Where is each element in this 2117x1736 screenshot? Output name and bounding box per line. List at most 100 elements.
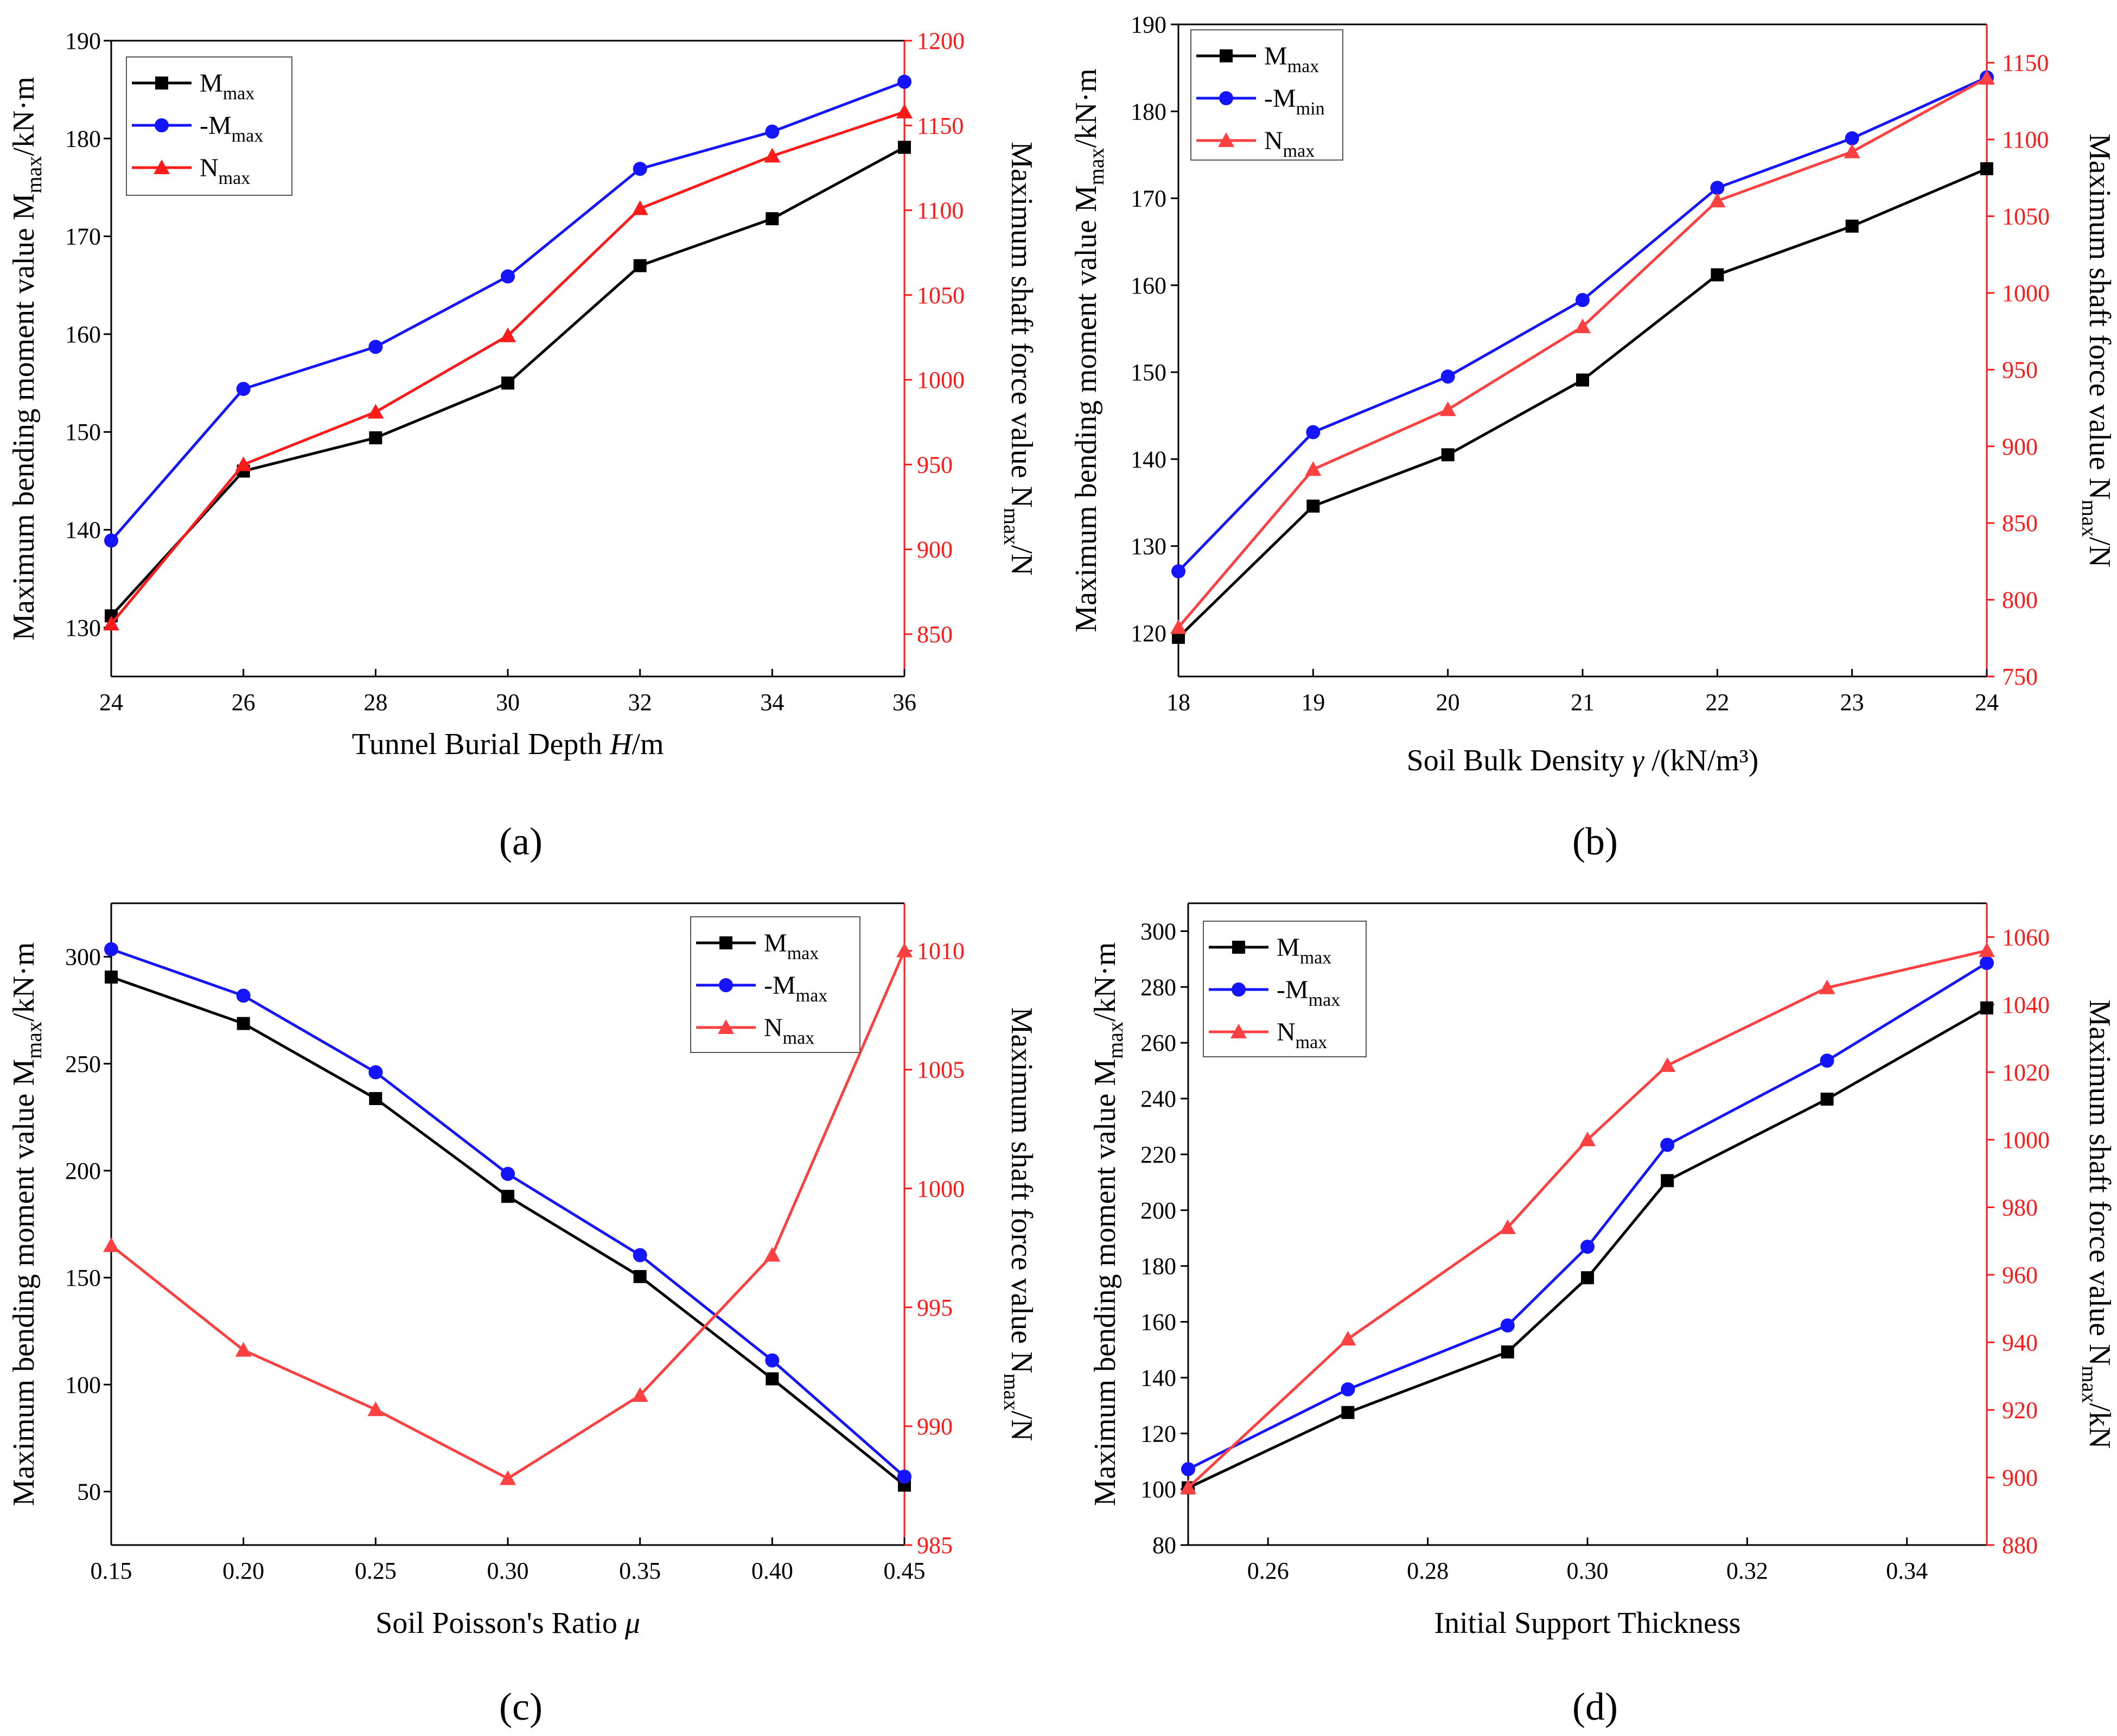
data-point-square bbox=[633, 1270, 647, 1284]
legend-marker-triangle bbox=[154, 159, 170, 174]
data-point-triangle bbox=[1574, 318, 1591, 334]
data-point-triangle bbox=[1709, 193, 1726, 208]
data-point-circle bbox=[633, 162, 647, 176]
data-point-square bbox=[1980, 162, 1993, 176]
x-tick-label: 0.26 bbox=[1247, 1558, 1289, 1584]
y-left-tick-label: 180 bbox=[1131, 98, 1166, 125]
data-point-square bbox=[1341, 1406, 1355, 1419]
legend-label: Mmax bbox=[764, 929, 819, 963]
y-right-tick-label: 1060 bbox=[2002, 924, 2050, 950]
data-point-square bbox=[1980, 1001, 1993, 1014]
y-right-tick-label: 1000 bbox=[917, 367, 965, 393]
data-point-triangle bbox=[235, 456, 252, 471]
y-left-tick-label: 260 bbox=[1140, 1030, 1176, 1056]
x-tick-label: 18 bbox=[1166, 689, 1190, 716]
data-point-triangle bbox=[632, 1387, 648, 1402]
x-tick-label: 0.25 bbox=[355, 1558, 397, 1584]
x-tick-label: 0.34 bbox=[1886, 1558, 1928, 1584]
y-left-axis-title: Maximum bending moment value Mmax/kN·m bbox=[1069, 68, 1108, 632]
y-left-tick-label: 80 bbox=[1152, 1532, 1176, 1559]
y-left-axis-title: Maximum bending moment value Mmax/kN·m bbox=[1088, 942, 1127, 1506]
data-point-square bbox=[766, 1372, 779, 1386]
x-tick-label: 28 bbox=[364, 689, 387, 716]
x-tick-label: 0.28 bbox=[1407, 1558, 1449, 1584]
chart-a: 24 26 28 30 32 34 36 130 140 150 160 170 180 190 850 90… bbox=[7, 28, 1038, 863]
data-point-triangle bbox=[500, 327, 516, 342]
x-tick-label: 19 bbox=[1301, 689, 1325, 716]
legend-box bbox=[1190, 29, 1343, 161]
x-tick-label: 30 bbox=[496, 689, 520, 716]
legend-label: Mmax bbox=[1277, 933, 1331, 968]
data-point-triangle bbox=[764, 1247, 781, 1262]
data-point-square bbox=[1306, 499, 1320, 513]
panel-caption: (a) bbox=[499, 820, 543, 863]
data-point-triangle bbox=[235, 1342, 252, 1357]
y-left-tick-label: 300 bbox=[1140, 918, 1176, 944]
data-point-circle bbox=[1980, 956, 1994, 971]
data-point-square bbox=[1441, 448, 1455, 462]
y-right-tick-label: 880 bbox=[2002, 1532, 2038, 1559]
data-point-circle bbox=[1181, 1462, 1195, 1477]
data-point-circle bbox=[236, 381, 251, 396]
data-point-square bbox=[1581, 1271, 1594, 1285]
data-point-circle bbox=[1580, 1240, 1595, 1254]
y-right-tick-label: 1000 bbox=[2002, 280, 2050, 307]
data-point-square bbox=[105, 971, 118, 984]
y-right-tick-label: 985 bbox=[917, 1532, 953, 1559]
y-left-tick-label: 190 bbox=[65, 28, 101, 54]
y-right-tick-label: 1050 bbox=[2002, 203, 2050, 230]
y-left-tick-label: 160 bbox=[65, 321, 101, 348]
y-left-tick-label: 120 bbox=[1140, 1420, 1176, 1447]
data-point-triangle bbox=[1979, 942, 1995, 958]
y-right-tick-label: 950 bbox=[2002, 356, 2038, 383]
data-point-triangle bbox=[1170, 619, 1187, 634]
y-right-tick-label: 1200 bbox=[917, 28, 965, 54]
data-point-triangle bbox=[896, 942, 913, 958]
y-left-tick-label: 150 bbox=[65, 419, 101, 445]
data-point-circle bbox=[1820, 1054, 1834, 1068]
data-point-circle bbox=[765, 124, 780, 139]
x-tick-label: 23 bbox=[1840, 689, 1864, 716]
legend-marker-triangle bbox=[1230, 1024, 1247, 1038]
x-tick-label: 0.30 bbox=[487, 1558, 529, 1584]
y-right-tick-label: 920 bbox=[2002, 1397, 2038, 1424]
x-tick-label: 36 bbox=[892, 689, 916, 716]
y-left-tick-label: 160 bbox=[1131, 272, 1166, 299]
y-left-tick-label: 100 bbox=[1140, 1476, 1176, 1503]
data-point-circle bbox=[368, 1065, 383, 1080]
y-left-tick-label: 240 bbox=[1140, 1086, 1176, 1112]
legend-marker-triangle bbox=[1218, 132, 1234, 147]
data-point-circle bbox=[236, 988, 251, 1003]
y-left-tick-label: 280 bbox=[1140, 974, 1176, 1000]
y-left-tick-label: 100 bbox=[65, 1371, 101, 1398]
y-right-tick-label: 900 bbox=[2002, 433, 2038, 460]
data-point-square bbox=[501, 376, 514, 390]
x-axis-title: Tunnel Burial Depth H/m bbox=[352, 727, 664, 761]
y-right-tick-label: 850 bbox=[917, 621, 953, 648]
y-right-tick-label: 995 bbox=[917, 1294, 953, 1321]
data-point-triangle bbox=[764, 148, 781, 163]
data-point-circle bbox=[897, 1469, 911, 1484]
data-point-triangle bbox=[1499, 1219, 1516, 1234]
x-tick-label: 34 bbox=[760, 689, 784, 716]
data-point-circle bbox=[1500, 1318, 1515, 1333]
y-right-tick-label: 1000 bbox=[2002, 1127, 2050, 1153]
x-tick-label: 24 bbox=[99, 689, 123, 716]
x-tick-label: 24 bbox=[1975, 689, 1999, 716]
data-point-circle bbox=[104, 942, 118, 956]
y-left-tick-label: 50 bbox=[77, 1478, 101, 1505]
data-point-triangle bbox=[500, 1470, 516, 1485]
y-right-tick-label: 1000 bbox=[917, 1176, 965, 1202]
x-tick-label: 22 bbox=[1705, 689, 1729, 716]
chart-d: 0.26 0.28 0.30 0.32 0.34 80 100 120 140 160 180 200… bbox=[1088, 902, 2116, 1728]
x-tick-label: 0.32 bbox=[1726, 1558, 1768, 1584]
data-point-triangle bbox=[1305, 461, 1322, 476]
data-point-triangle bbox=[103, 1237, 119, 1252]
y-right-tick-label: 960 bbox=[2002, 1262, 2038, 1288]
y-right-tick-label: 1100 bbox=[917, 197, 964, 224]
panel-caption: (d) bbox=[1572, 1685, 1618, 1728]
legend-label: -Mmax bbox=[200, 111, 263, 146]
y-right-tick-label: 1040 bbox=[2002, 992, 2050, 1018]
legend-label: Nmax bbox=[200, 154, 250, 188]
data-point-triangle bbox=[103, 616, 119, 631]
